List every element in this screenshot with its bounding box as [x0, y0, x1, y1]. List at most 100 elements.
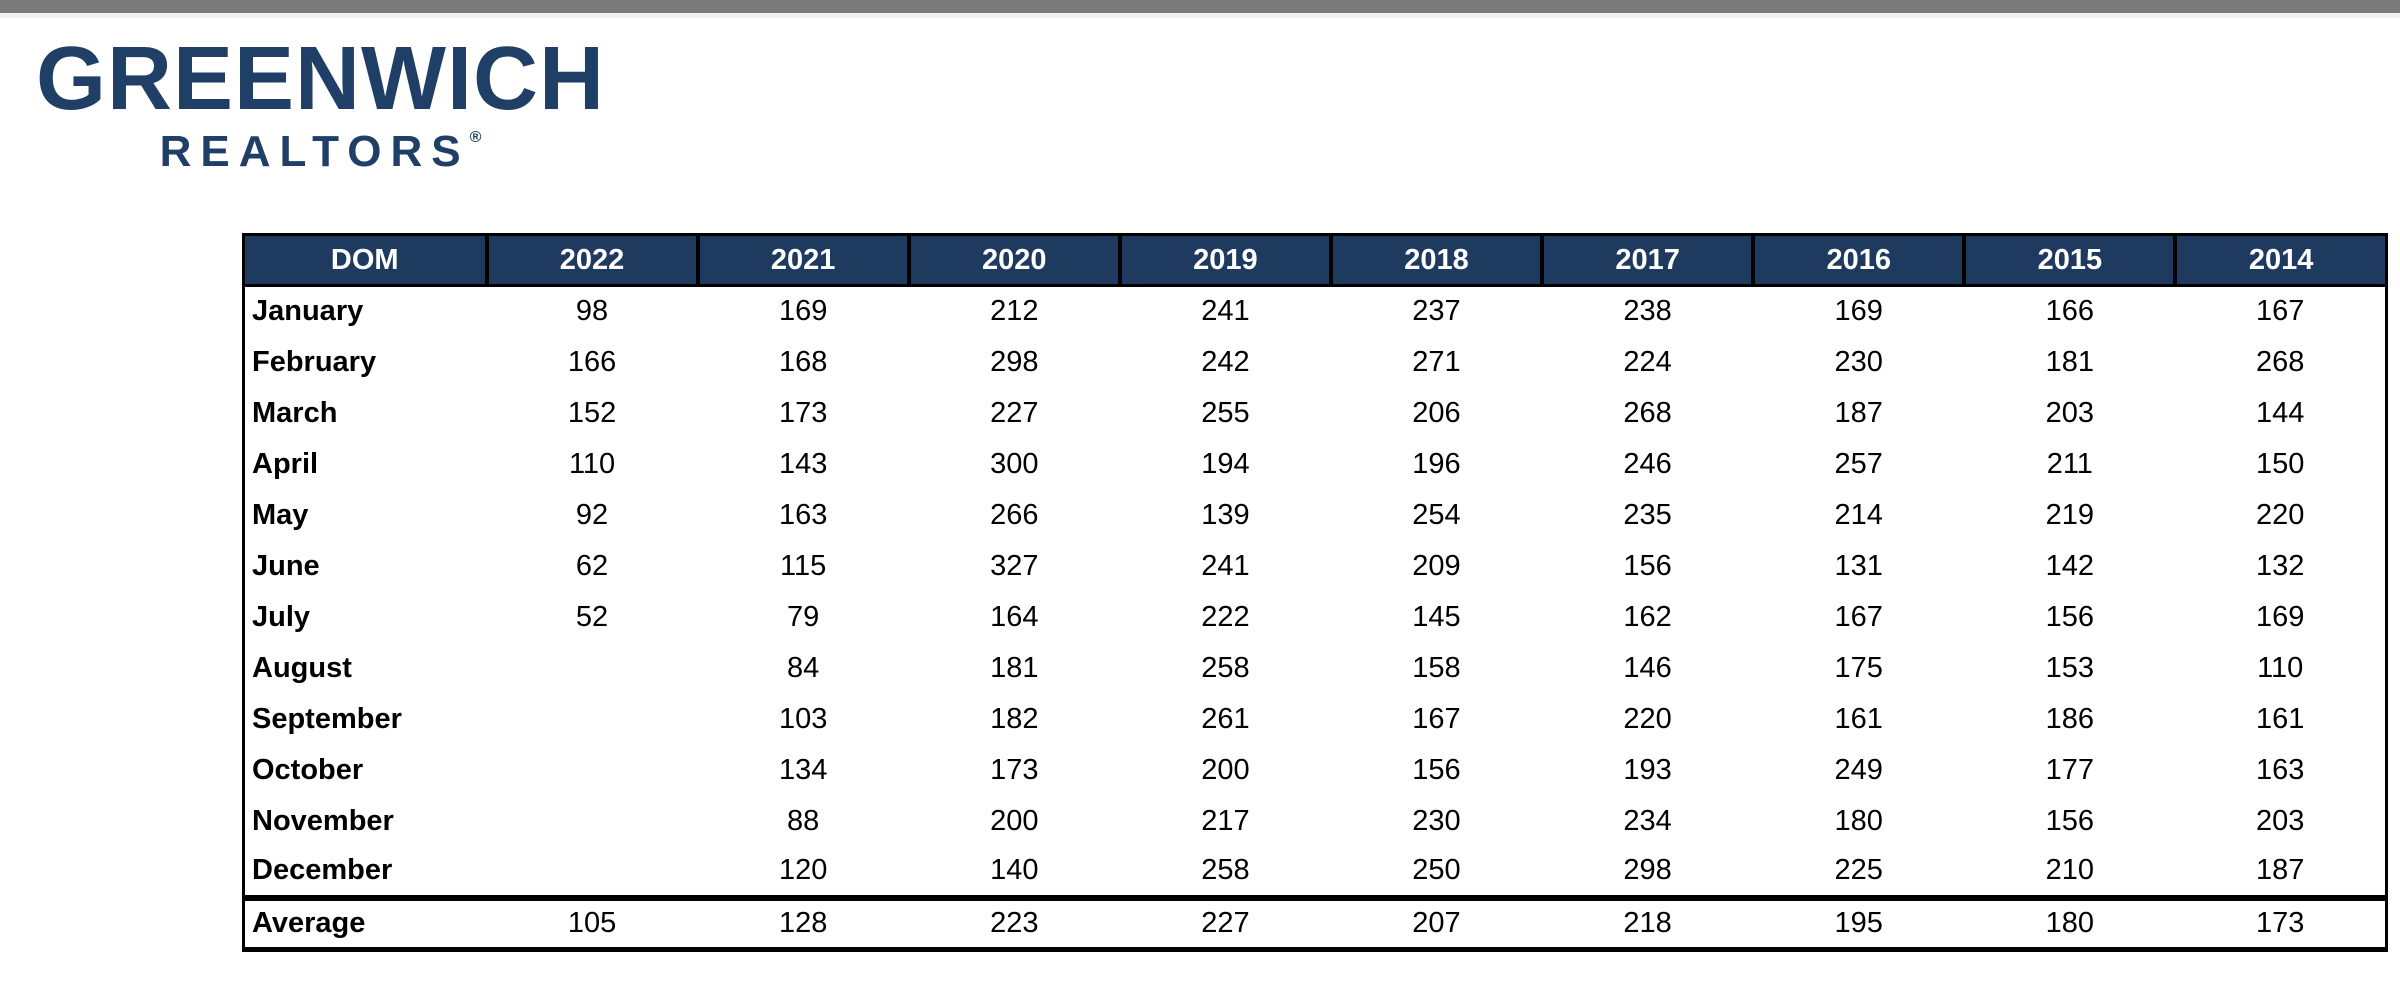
month-label: January [252, 295, 364, 328]
table-header: DOM 2022 2021 2020 2019 2018 2017 2016 2015 2014 [243, 234, 2387, 287]
value-cell: 220 [1623, 702, 1672, 735]
value-cell [487, 847, 698, 898]
value-cell: 142 [2045, 549, 2095, 582]
value-cell: 156 [1412, 753, 1461, 786]
value-cell: 237 [1412, 295, 1461, 328]
header-cell-year-2019: 2019 [1117, 234, 1331, 287]
header-cell-year-2016: 2016 [1751, 234, 1965, 287]
value-cell: 234 [1623, 804, 1672, 837]
table-footer: Average 105 128 223 227 207 218 195 180 173 [243, 894, 2387, 950]
value-cell: 196 [1412, 447, 1461, 480]
value-cell: 152 [567, 396, 617, 429]
value-cell: 268 [1623, 396, 1672, 429]
average-value-cell: 207 [1330, 894, 1543, 950]
value-cell: 164 [990, 600, 1039, 633]
value-cell: 177 [2045, 753, 2095, 786]
value-cell: 181 [2045, 345, 2095, 378]
value-cell: 206 [1412, 396, 1461, 429]
value-cell: 225 [1834, 854, 1883, 886]
value-cell: 168 [778, 345, 828, 378]
value-cell: 110 [568, 447, 616, 480]
value-cell: 187 [2255, 854, 2305, 886]
window-top-bar-shadow [0, 13, 2400, 18]
value-cell: 255 [1201, 396, 1250, 429]
table-body: January 98 169 212 241 237 238 169 166 167 Februar… [244, 286, 2387, 898]
table-row-july: July 52 79 164 222 145 162 167 156 169 [244, 592, 2387, 643]
value-cell: 203 [2255, 804, 2305, 837]
value-cell: 182 [990, 702, 1039, 735]
month-label: July [252, 600, 311, 633]
month-label: June [252, 549, 320, 582]
value-cell: 258 [1201, 651, 1250, 684]
table-row-average: Average 105 128 223 227 207 218 195 180 173 [243, 894, 2387, 950]
value-cell: 145 [1412, 600, 1461, 633]
value-cell: 242 [1201, 345, 1250, 378]
month-label: February [252, 345, 377, 378]
value-cell: 132 [2255, 549, 2305, 582]
value-cell: 181 [990, 651, 1039, 684]
value-cell: 261 [1201, 702, 1250, 735]
value-cell: 268 [2255, 345, 2305, 378]
average-value-cell: 180 [1964, 894, 2176, 950]
value-cell: 84 [787, 651, 820, 684]
value-cell: 166 [2045, 295, 2095, 328]
dom-table-container: DOM 2022 2021 2020 2019 2018 2017 2016 2015 2014 … [242, 233, 2388, 952]
value-cell: 203 [2045, 396, 2095, 429]
value-cell: 166 [567, 345, 617, 378]
value-cell: 227 [990, 396, 1039, 429]
value-cell: 131 [1834, 549, 1883, 582]
value-cell: 88 [787, 804, 820, 837]
value-cell: 173 [778, 396, 828, 429]
value-cell: 212 [990, 295, 1039, 328]
header-cell-year-2018: 2018 [1328, 234, 1543, 287]
value-cell [487, 745, 698, 796]
table-row-february: February 166 168 298 242 271 224 230 181 268 [244, 337, 2387, 388]
month-label: August [252, 651, 352, 684]
value-cell: 161 [1834, 702, 1883, 735]
table-header-row: DOM 2022 2021 2020 2019 2018 2017 2016 2015 2014 [243, 234, 2387, 287]
value-cell: 298 [990, 345, 1039, 378]
average-value-cell: 105 [486, 894, 698, 950]
month-label: September [252, 702, 402, 735]
month-label: April [252, 447, 319, 480]
value-cell: 156 [2045, 804, 2095, 837]
value-cell: 224 [1623, 345, 1672, 378]
value-cell: 134 [778, 753, 828, 786]
value-cell: 175 [1834, 651, 1883, 684]
value-cell [487, 796, 698, 847]
value-cell: 162 [1623, 600, 1672, 633]
value-cell: 241 [1201, 549, 1250, 582]
value-cell [487, 643, 698, 694]
value-cell: 246 [1623, 447, 1672, 480]
value-cell: 200 [990, 804, 1039, 837]
value-cell: 110 [2257, 651, 2304, 684]
header-cell-year-2020: 2020 [906, 234, 1120, 287]
value-cell: 153 [2045, 651, 2095, 684]
value-cell [487, 694, 698, 745]
value-cell: 163 [2255, 753, 2305, 786]
value-cell: 79 [787, 600, 820, 633]
value-cell: 214 [1834, 498, 1883, 531]
average-label: Average [243, 894, 487, 950]
value-cell: 222 [1201, 600, 1250, 633]
value-cell: 167 [1412, 702, 1461, 735]
value-cell: 156 [1623, 549, 1672, 582]
logo-wordmark-greenwich: GREENWICH [36, 29, 605, 129]
value-cell: 161 [2255, 702, 2305, 735]
value-cell: 103 [778, 702, 828, 735]
table-row-april: April 110 143 300 194 196 246 257 211 150 [244, 439, 2387, 490]
value-cell: 143 [778, 447, 828, 480]
logo-wordmark-realtors: REALTORS® [36, 130, 605, 174]
value-cell: 173 [990, 753, 1039, 786]
value-cell: 167 [2255, 295, 2305, 328]
value-cell: 254 [1412, 498, 1461, 531]
value-cell: 156 [2045, 600, 2095, 633]
average-value-cell: 227 [1119, 894, 1331, 950]
value-cell: 217 [1201, 804, 1250, 837]
value-cell: 194 [1201, 447, 1250, 480]
header-cell-year-2015: 2015 [1962, 234, 2176, 287]
value-cell: 200 [1201, 753, 1250, 786]
value-cell: 169 [778, 295, 828, 328]
value-cell: 230 [1834, 345, 1883, 378]
value-cell: 241 [1201, 295, 1250, 328]
